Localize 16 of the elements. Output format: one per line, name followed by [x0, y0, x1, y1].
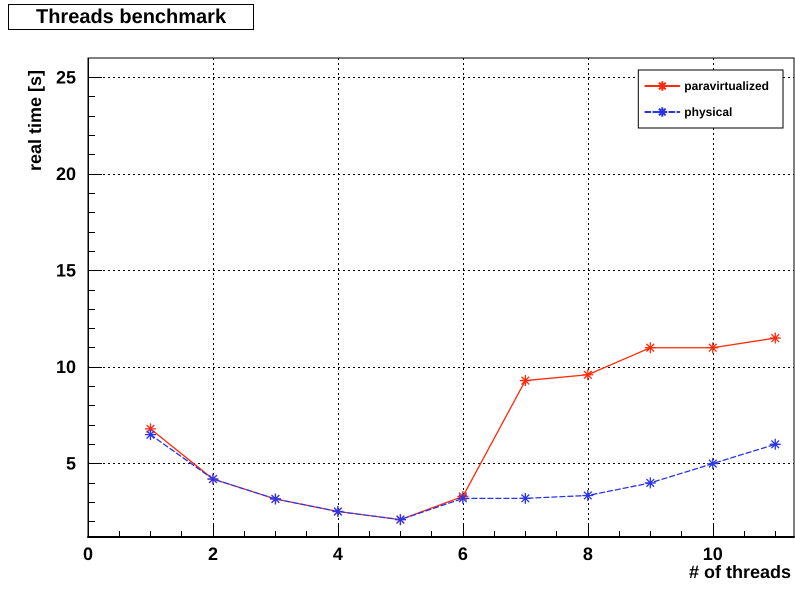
x-axis-title: # of threads [688, 562, 791, 582]
x-tick-label: 6 [458, 544, 468, 564]
legend-label: physical [684, 105, 732, 119]
y-tick-label: 20 [56, 164, 76, 184]
y-axis-title: real time [s] [25, 70, 45, 172]
x-tick-label: 2 [208, 544, 218, 564]
y-tick-label: 15 [56, 260, 76, 280]
y-tick-label: 25 [56, 67, 76, 88]
y-tick-label: 10 [56, 357, 76, 378]
x-tick-label: 8 [582, 544, 593, 564]
x-tick-label: 4 [332, 544, 343, 564]
x-tick-label: 10 [702, 544, 723, 564]
chart-title: Threads benchmark [36, 6, 227, 28]
y-tick-label: 5 [66, 454, 76, 474]
legend-label: paravirtualized [684, 79, 770, 93]
x-tick-label: 0 [82, 544, 94, 564]
